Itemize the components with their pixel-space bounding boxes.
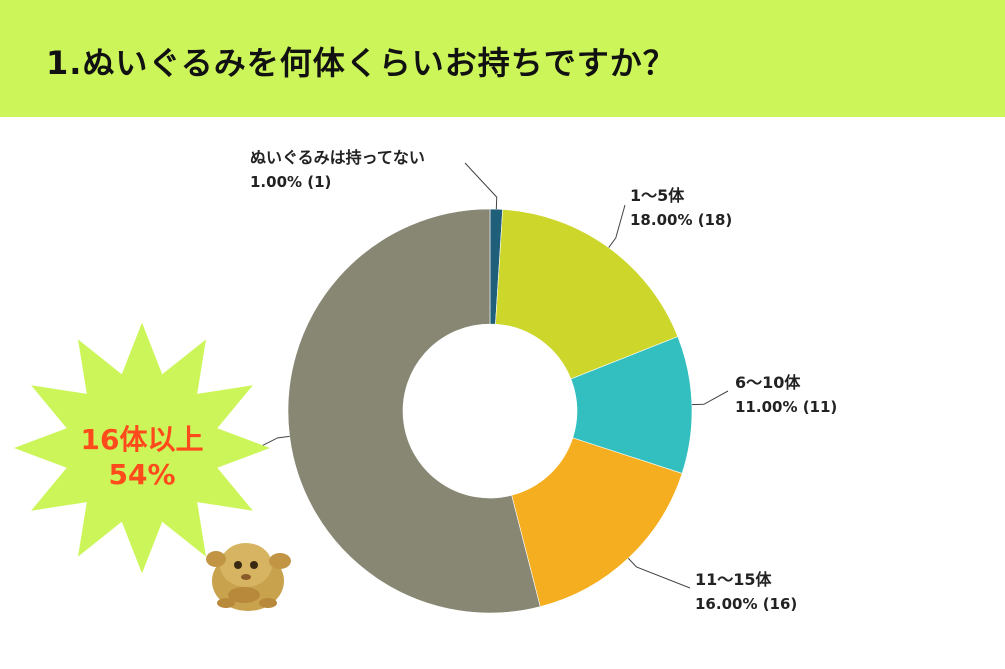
page-title: 1.ぬいぐるみを何体くらいお持ちですか？: [46, 44, 676, 82]
leader-line: [608, 204, 626, 248]
slice-label-name: ぬいぐるみは持ってない: [250, 148, 425, 167]
slice-label-name: 11〜15体: [695, 570, 773, 589]
slice-label-value: 1.00% (1): [250, 173, 331, 191]
slice-label-name: 6〜10体: [735, 373, 801, 392]
chart-slices: [287, 208, 693, 614]
slice-labels: ぬいぐるみは持ってない 1.00% (1) 1〜5体 18.00% (18) 6〜10体…: [250, 148, 837, 613]
pie-slice: [287, 208, 541, 614]
pie-slice: [511, 437, 683, 608]
slice-label-value: 16.00% (16): [695, 595, 797, 613]
leader-line: [691, 390, 729, 406]
plush-toy-icon: [206, 543, 291, 611]
slice-label-name: 1〜5体: [630, 186, 685, 205]
slice-label-value: 11.00% (11): [735, 398, 837, 416]
callout-burst: 16体以上 54%: [14, 322, 270, 574]
callout-line1: 16体以上: [81, 423, 204, 456]
pie-slice: [495, 209, 679, 380]
callout-line2: 54%: [108, 458, 175, 491]
leader-line: [627, 557, 691, 589]
slice-label-value: 18.00% (18): [630, 211, 732, 229]
leader-line: [464, 162, 498, 210]
header-banner: 1.ぬいぐるみを何体くらいお持ちですか？: [0, 0, 1005, 117]
